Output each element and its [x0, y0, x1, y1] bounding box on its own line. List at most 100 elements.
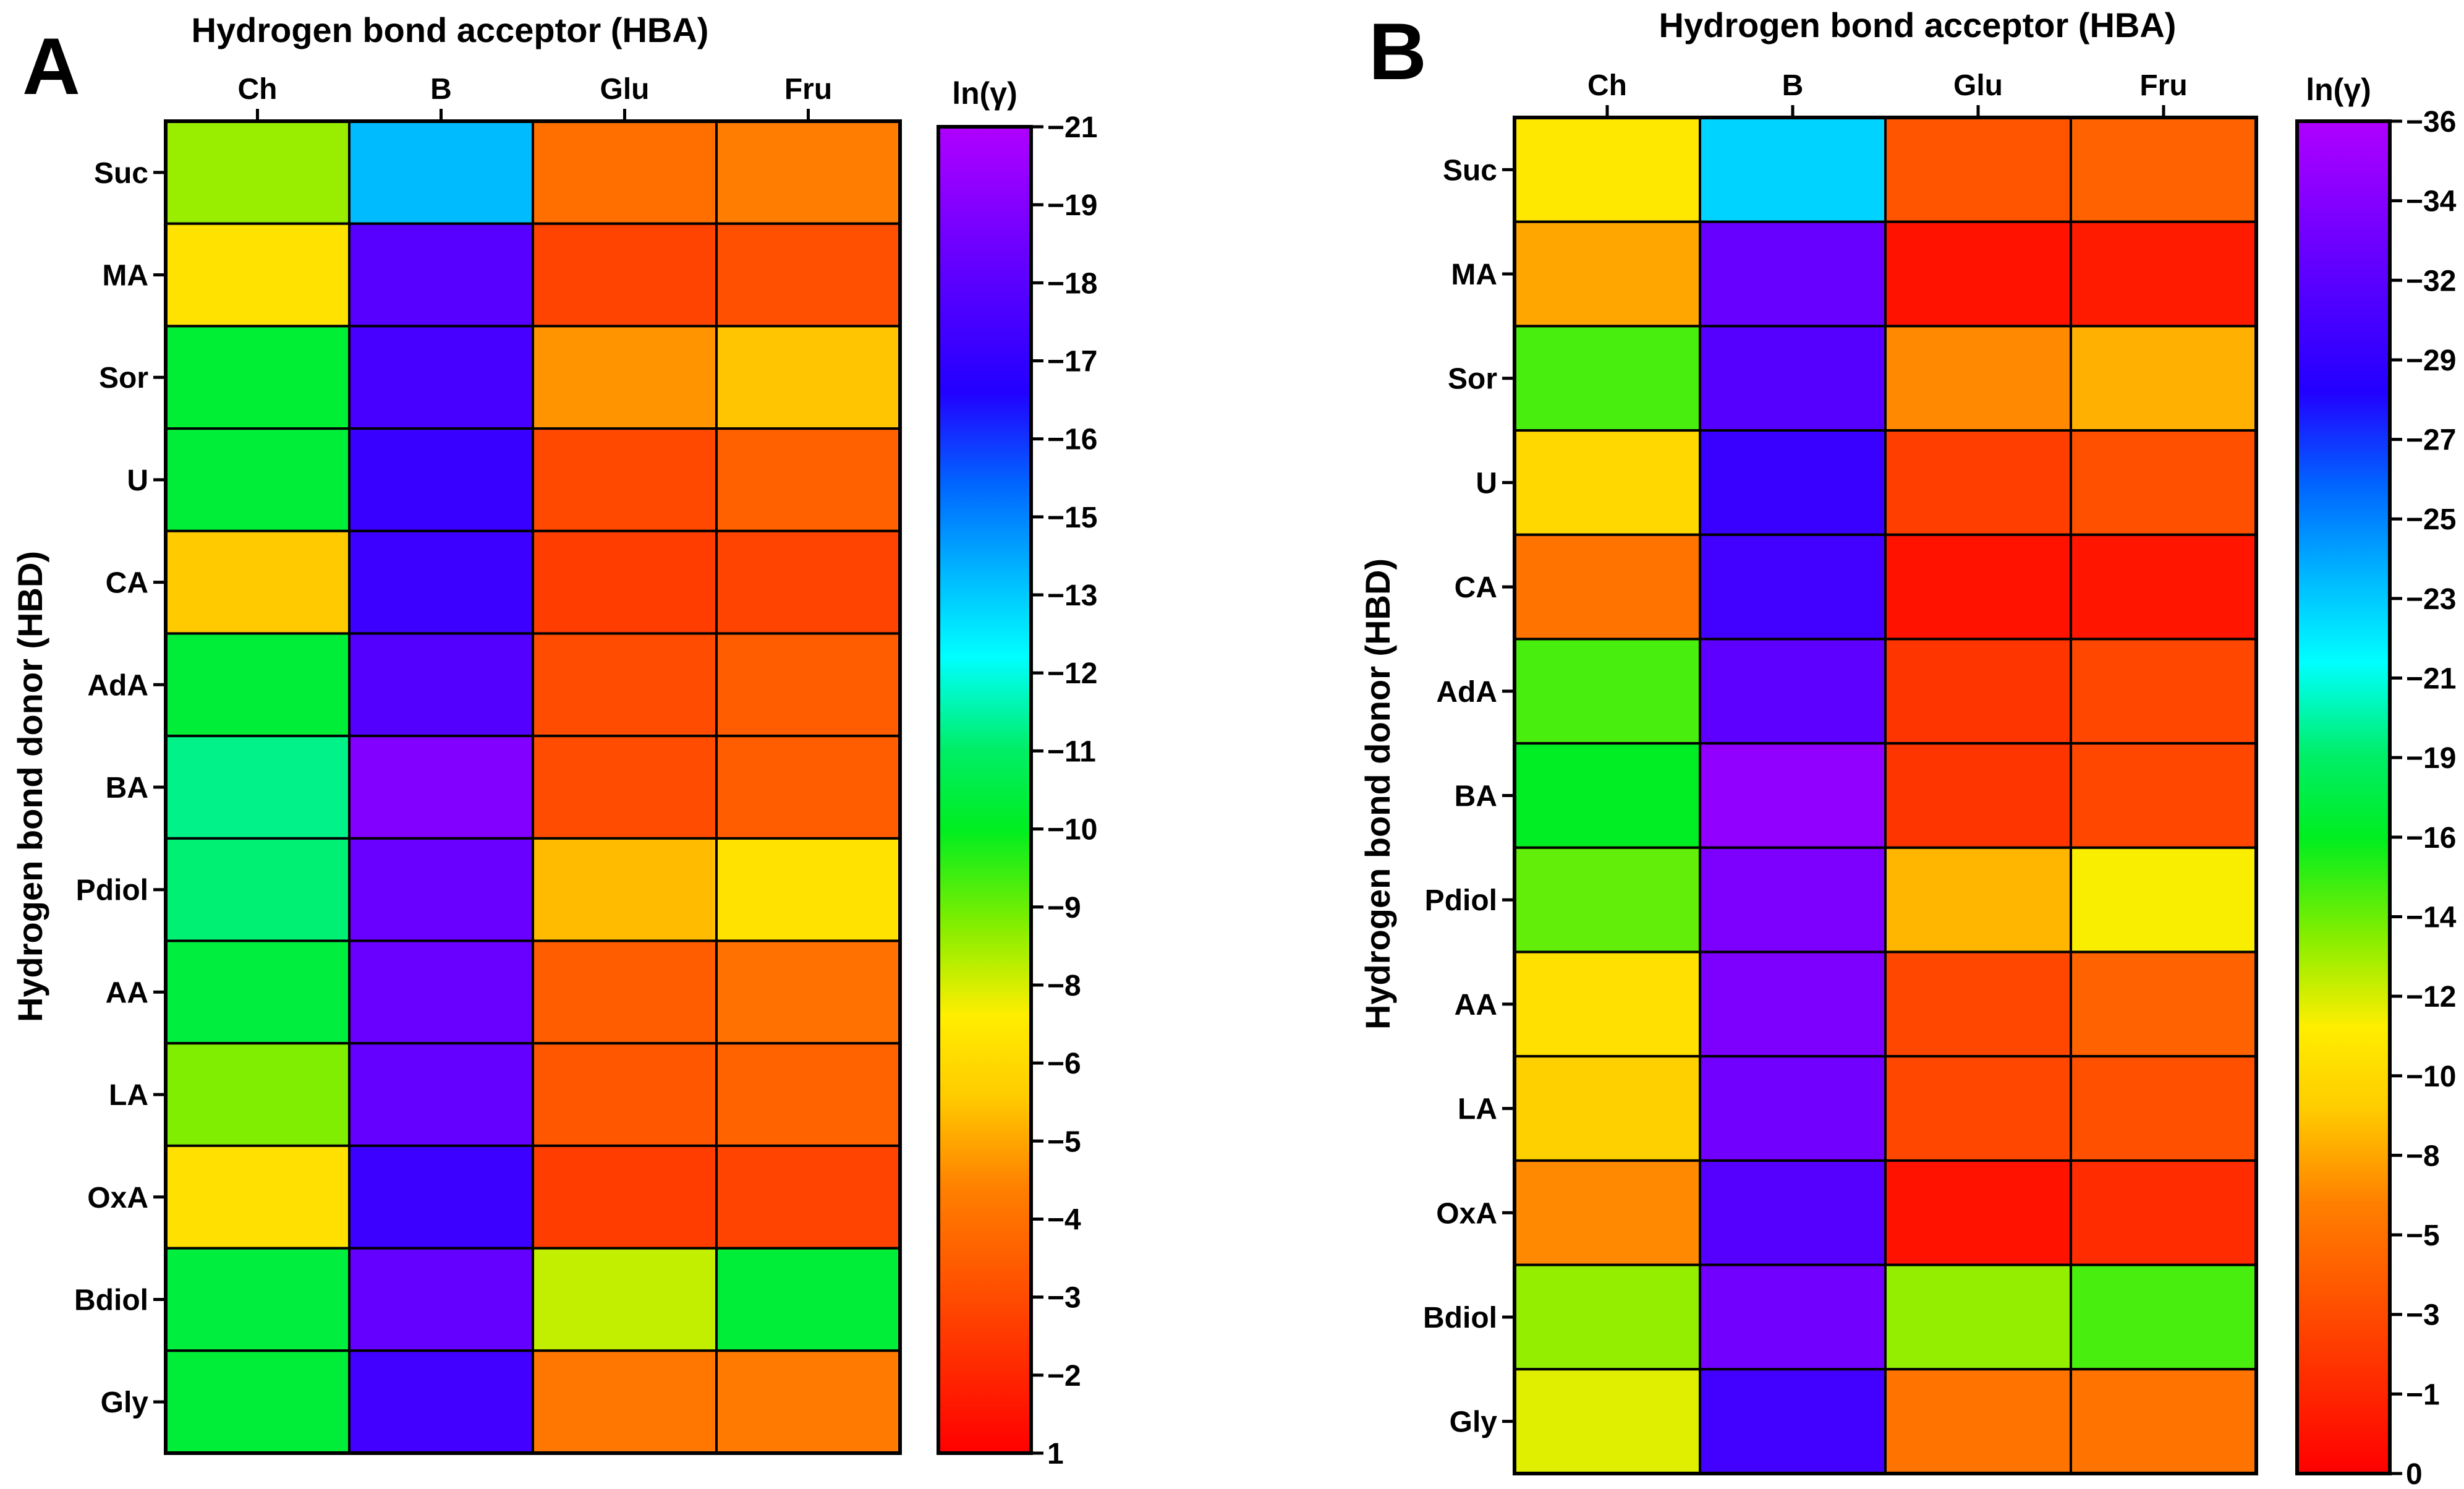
row-label: Pdiol: [76, 874, 148, 907]
heatmap-cell: [532, 529, 718, 635]
panel-a-row-labels: Suc MA Sor U CA AdA BA Pdiol AA LA OxA Bdiol Gly: [74, 157, 166, 1419]
colorbar-tick-label: −25: [2406, 503, 2456, 536]
heatmap-cell: [348, 1349, 534, 1454]
colorbar-tick-label: −8: [1047, 970, 1081, 1002]
heatmap-cell: [532, 427, 718, 532]
row-label: CA: [1455, 571, 1497, 604]
heatmap-cell: [164, 1144, 350, 1250]
heatmap-cell: [2070, 533, 2258, 641]
colorbar-tick-label: −21: [1047, 111, 1097, 144]
row-label: Pdiol: [1425, 884, 1497, 917]
heatmap-cell: [164, 1247, 350, 1352]
heatmap-cell: [532, 1247, 718, 1352]
heatmap-cell: [532, 325, 718, 430]
row-label: Suc: [1443, 154, 1497, 187]
row-label: Sor: [99, 362, 148, 395]
heatmap-cell: [1884, 533, 2072, 641]
row-label: Bdiol: [74, 1284, 148, 1316]
row-label: Bdiol: [1423, 1302, 1497, 1334]
heatmap-cell: [1699, 429, 1887, 536]
heatmap-cell: [1699, 638, 1887, 745]
heatmap-cell: [1513, 638, 1701, 745]
heatmap-cell: [715, 427, 901, 532]
heatmap-cell: [2070, 429, 2258, 536]
heatmap-cell: [1513, 325, 1701, 432]
colorbar-tick-label: −12: [1047, 657, 1097, 690]
heatmap-cell: [2070, 1159, 2258, 1266]
column-label: Glu: [600, 73, 650, 106]
row-label: BA: [106, 772, 148, 804]
heatmap-cell: [715, 837, 901, 942]
heatmap-cell: [715, 632, 901, 738]
panel-label-b: B: [1369, 6, 1427, 96]
heatmap-cell: [532, 632, 718, 738]
panel-b-colorbar-label: ln(γ): [2306, 72, 2371, 107]
row-label: AdA: [87, 669, 148, 702]
heatmap-cell: [1699, 220, 1887, 328]
heatmap-cell: [532, 735, 718, 840]
colorbar-tick-label: −6: [1047, 1047, 1081, 1080]
heatmap-cell: [532, 1349, 718, 1454]
colorbar-tick-label: −2: [1047, 1360, 1081, 1393]
colorbar-tick-label: −3: [1047, 1282, 1081, 1315]
colorbar-tick-label: −5: [2406, 1219, 2440, 1252]
panel-a-column-labels: Ch B Glu Fru: [238, 73, 832, 121]
heatmap-cell: [1884, 1263, 2072, 1371]
heatmap-cell: [348, 120, 534, 225]
panel-b-ylabel: Hydrogen bond donor (HBD): [1358, 558, 1397, 1030]
column-label: Fru: [784, 73, 832, 106]
heatmap-cell: [348, 1042, 534, 1147]
heatmap-panel-b: B Hydrogen bond acceptor (HBA) Hydrogen …: [1358, 6, 2457, 1489]
colorbar-tick-label: −15: [1047, 501, 1097, 534]
row-label: Suc: [94, 157, 148, 190]
row-label: Gly: [101, 1386, 149, 1419]
panel-label-a: A: [22, 21, 80, 111]
row-label: MA: [102, 260, 148, 292]
row-label: CA: [106, 567, 148, 600]
colorbar-tick-label: −1: [2406, 1378, 2440, 1411]
heatmap-cell: [2070, 1055, 2258, 1162]
heatmap-cell: [2070, 1368, 2258, 1475]
column-label: Fru: [2139, 69, 2187, 102]
row-label: BA: [1455, 780, 1497, 813]
colorbar-tick-label: −12: [2406, 981, 2456, 1013]
heatmap-cell: [532, 222, 718, 328]
row-label: OxA: [87, 1182, 148, 1214]
heatmap-cell: [2070, 116, 2258, 223]
heatmap-cell: [1513, 429, 1701, 536]
colorbar-tick-label: −23: [2406, 583, 2456, 616]
colorbar-tick-label: −16: [1047, 424, 1097, 456]
heatmap-cell: [715, 1042, 901, 1147]
heatmap-cell: [1699, 846, 1887, 954]
heatmap-cell: [348, 222, 534, 328]
panel-b-frame: [1513, 116, 2258, 1475]
colorbar-tick-label: −10: [1047, 814, 1097, 847]
row-label: AA: [106, 976, 148, 1009]
heatmap-cell: [532, 1144, 718, 1250]
column-label: Ch: [1587, 69, 1627, 102]
heatmap-cell: [1884, 429, 2072, 536]
heatmap-cell: [348, 837, 534, 942]
heatmap-cell: [715, 120, 901, 225]
panel-b-colorbar-ticks: −36−34−32−29−27−25−23−21−19−16−14−12−10−…: [2390, 106, 2457, 1489]
heatmap-cell: [348, 427, 534, 532]
heatmap-cell: [1513, 846, 1701, 954]
heatmap-cell: [2070, 638, 2258, 745]
heatmap-cell: [1513, 533, 1701, 641]
colorbar-tick-label: −11: [1047, 735, 1096, 768]
heatmap-panel-a: A Hydrogen bond acceptor (HBA) Hydrogen …: [11, 11, 1097, 1470]
heatmap-cell: [164, 939, 350, 1045]
heatmap-cell: [1699, 1055, 1887, 1162]
colorbar-tick-label: −3: [2406, 1299, 2440, 1332]
heatmap-cell: [715, 222, 901, 328]
heatmap-cell: [532, 120, 718, 225]
colorbar-tick-label: −9: [1047, 892, 1081, 924]
row-label: Gly: [1450, 1406, 1498, 1439]
heatmap-cell: [1699, 533, 1887, 641]
colorbar-tick-label: −4: [1047, 1203, 1081, 1236]
panel-b-colorbar: [2295, 119, 2392, 1475]
heatmap-cell: [348, 735, 534, 840]
panel-b-cells: [1513, 116, 2258, 1475]
row-label: OxA: [1436, 1197, 1497, 1230]
